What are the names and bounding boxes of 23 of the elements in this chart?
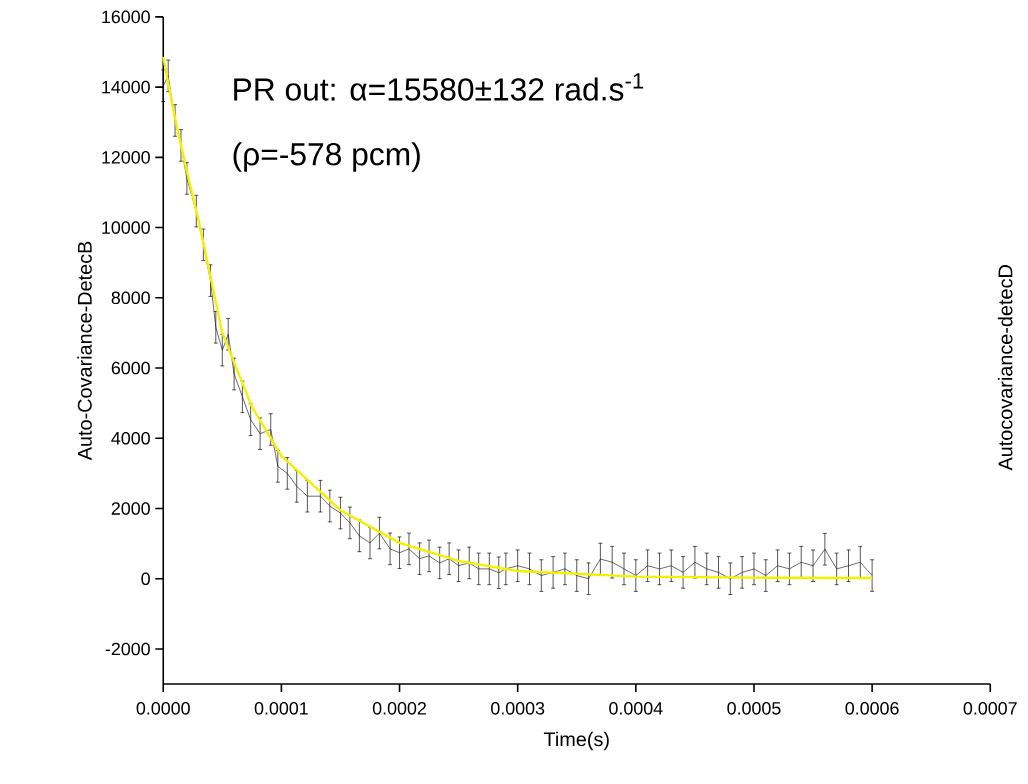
- y-tick-label: 6000: [111, 361, 150, 375]
- x-axis-title: Time(s): [543, 731, 609, 750]
- x-tick-label: 0.0004: [609, 701, 663, 715]
- y-tick-label: 8000: [111, 291, 150, 304]
- y-tick-label: 4000: [111, 431, 150, 445]
- y-tick-label: 12000: [102, 150, 150, 164]
- x-tick-label: 0.0007: [963, 701, 1017, 715]
- x-tick-label: 0.0002: [372, 701, 426, 715]
- y-axis-title: Auto-Covariance-DetecB: [77, 241, 92, 461]
- y-tick-label: 2000: [111, 501, 150, 515]
- x-tick-label: 0.0000: [136, 701, 190, 715]
- annotation: PR out: α=15580±132 rad.s$^{-1}$: [234, 72, 644, 101]
- y-tick-label: 16000: [102, 10, 150, 24]
- x-tick-label: 0.0001: [254, 701, 308, 715]
- y-tick-label: 10000: [102, 221, 150, 234]
- x-tick-label: 0.0006: [845, 701, 899, 715]
- y2-axis-title: Autocovariance-detecD: [997, 264, 1013, 471]
- annotation: (ρ=-578 pcm): [233, 142, 420, 172]
- y-tick-label: 14000: [102, 80, 150, 94]
- x-tick-label: 0.0005: [727, 701, 781, 715]
- y-tick-label: 0: [141, 572, 150, 585]
- x-tick-label: 0.0003: [491, 701, 545, 715]
- y-tick-label: -2000: [105, 642, 150, 656]
